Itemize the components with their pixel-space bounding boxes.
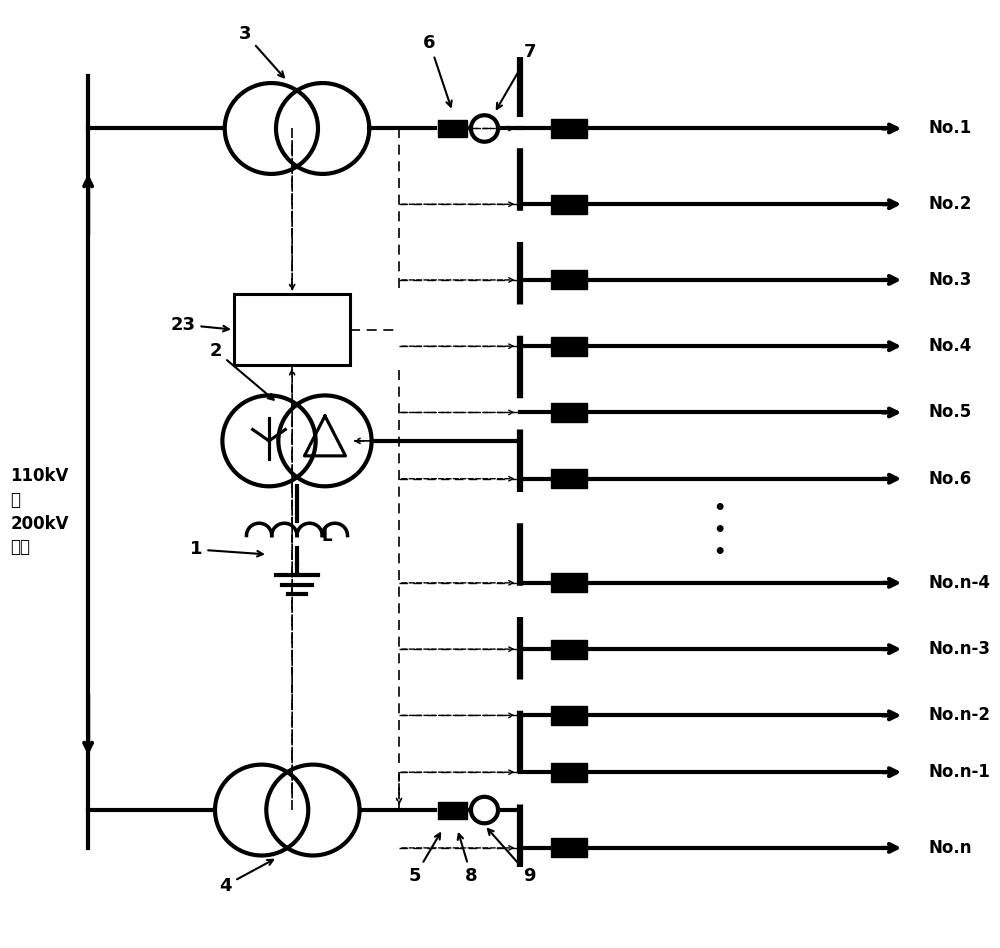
Text: No.1: No.1 xyxy=(928,119,972,137)
Text: No.n-3: No.n-3 xyxy=(928,640,990,658)
Bar xyxy=(551,403,587,422)
Text: No.n-4: No.n-4 xyxy=(928,574,990,592)
Bar xyxy=(551,270,587,289)
Bar xyxy=(551,337,587,356)
Text: 4: 4 xyxy=(219,860,273,895)
Text: 110kV
或
200kV
线路: 110kV 或 200kV 线路 xyxy=(10,467,69,556)
Bar xyxy=(438,801,467,818)
Text: 2: 2 xyxy=(210,341,274,400)
Bar xyxy=(551,640,587,659)
Text: No.n-2: No.n-2 xyxy=(928,706,990,724)
Text: No.6: No.6 xyxy=(928,469,972,487)
Text: 7: 7 xyxy=(497,44,536,109)
Text: 6: 6 xyxy=(423,34,452,106)
Bar xyxy=(551,469,587,488)
Bar xyxy=(234,294,350,365)
Text: 3: 3 xyxy=(239,25,284,78)
Text: 23: 23 xyxy=(171,316,229,334)
Text: 9: 9 xyxy=(488,829,536,885)
Text: L: L xyxy=(321,526,332,544)
Text: •
•
•: • • • xyxy=(713,500,726,562)
Bar xyxy=(551,763,587,782)
Text: 5: 5 xyxy=(409,833,440,885)
Text: No.n-1: No.n-1 xyxy=(928,763,990,781)
Text: No.n: No.n xyxy=(928,839,972,857)
Text: No.4: No.4 xyxy=(928,337,972,356)
Text: 1: 1 xyxy=(190,540,263,558)
Bar xyxy=(551,119,587,138)
Text: No.5: No.5 xyxy=(928,404,972,422)
Bar xyxy=(438,120,467,137)
Bar xyxy=(551,194,587,213)
Text: No.3: No.3 xyxy=(928,271,972,289)
Bar xyxy=(551,574,587,592)
Text: No.2: No.2 xyxy=(928,195,972,213)
Text: 8: 8 xyxy=(458,834,478,885)
Bar xyxy=(551,838,587,857)
Bar xyxy=(551,706,587,725)
